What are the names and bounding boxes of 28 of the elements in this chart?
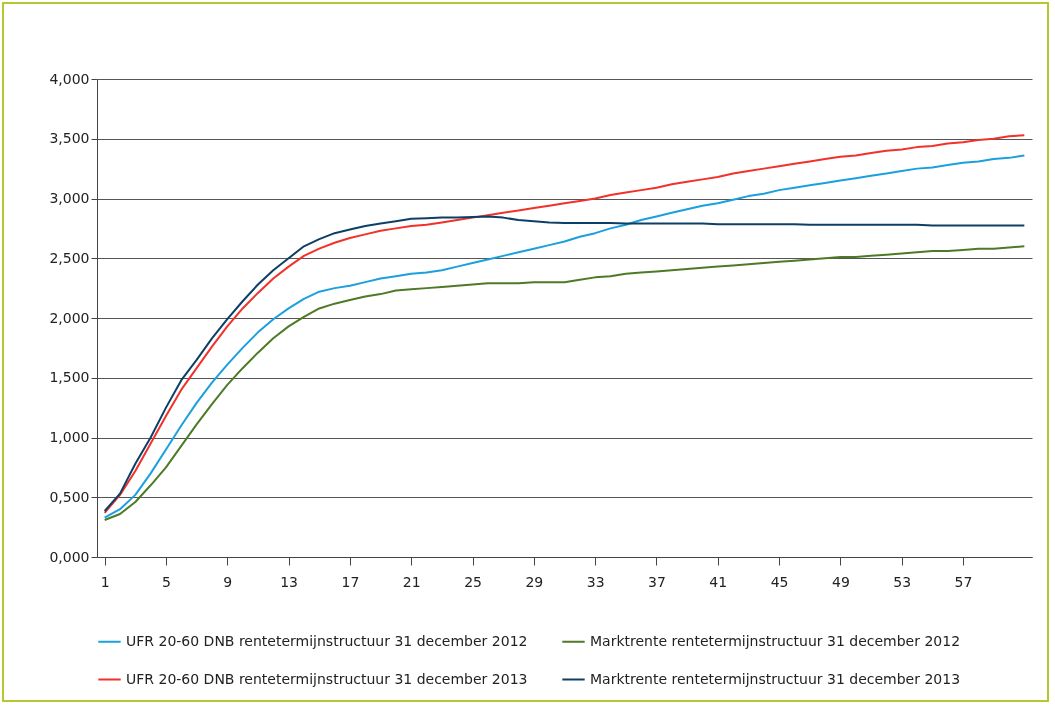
y-tick-label: 3,500 (49, 130, 90, 147)
x-tick-label: 57 (954, 573, 973, 590)
legend-label: UFR 20-60 DNB rentetermijnstructuur 31 december 2013 (126, 670, 528, 687)
x-tick-label: 25 (464, 573, 482, 590)
x-tick-label: 1 (100, 573, 110, 590)
x-tick-label: 45 (770, 573, 789, 590)
y-tick-label: 3,000 (49, 190, 90, 206)
x-tick-label: 9 (223, 573, 233, 590)
x-tick-label: 41 (709, 573, 728, 590)
y-tick-label: 0,000 (49, 548, 90, 565)
x-tick-label: 29 (525, 573, 544, 590)
x-tick-label: 53 (893, 573, 912, 590)
y-tick-label: 1,000 (49, 429, 90, 445)
x-tick-label: 17 (341, 573, 360, 590)
x-tick-label: 13 (280, 573, 299, 590)
x-tick-label: 49 (831, 573, 850, 590)
x-tick-label: 37 (648, 573, 666, 590)
y-tick-label: 2,500 (49, 249, 90, 266)
y-tick-label: 2,000 (49, 309, 90, 326)
x-tick-label: 5 (162, 573, 171, 590)
legend-label: Marktrente rentetermijnstructuur 31 december 2013 (590, 670, 961, 687)
y-tick-label: 4,000 (49, 70, 90, 87)
y-tick-label: 1,500 (49, 369, 90, 386)
x-tick-label: 21 (402, 573, 421, 590)
legend-label: Marktrente rentetermijnstructuur 31 december 2012 (590, 632, 961, 649)
y-tick-label: 0,500 (49, 488, 90, 505)
x-tick-label: 33 (586, 573, 605, 590)
legend-label: UFR 20-60 DNB rentetermijnstructuur 31 december 2012 (126, 632, 528, 649)
